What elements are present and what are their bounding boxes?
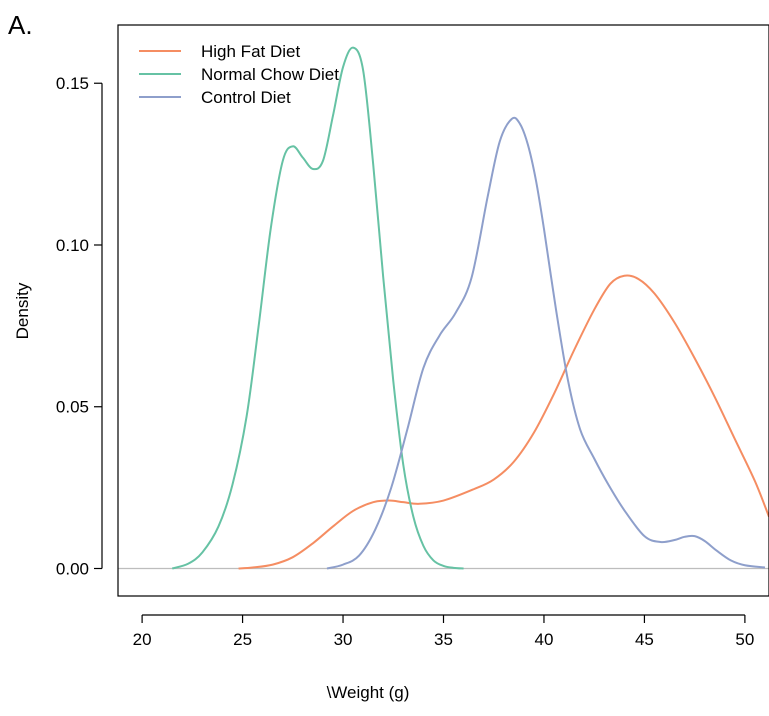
- series-layer: [171, 46, 769, 570]
- x-tick-label: 20: [133, 630, 152, 649]
- x-tick-label: 30: [334, 630, 353, 649]
- x-axis-title: \Weight (g): [327, 683, 410, 702]
- x-tick-label: 45: [635, 630, 654, 649]
- legend-label-2: Control Diet: [201, 88, 291, 107]
- series-line-1: [171, 46, 464, 570]
- x-tick-label: 25: [233, 630, 252, 649]
- x-tick-label: 50: [735, 630, 754, 649]
- series-line-0: [238, 274, 769, 570]
- y-tick-label: 0.00: [56, 560, 89, 579]
- x-tick-label: 40: [535, 630, 554, 649]
- panel-label: A.: [8, 10, 33, 40]
- x-tick-label: 35: [434, 630, 453, 649]
- legend-label-1: Normal Chow Diet: [201, 65, 339, 84]
- legend: High Fat Diet Normal Chow Diet Control Die…: [139, 42, 339, 107]
- y-axis-title: Density: [13, 282, 32, 339]
- y-tick-label: 0.10: [56, 236, 89, 255]
- series-line-2: [326, 116, 766, 570]
- y-tick-label: 0.15: [56, 74, 89, 93]
- y-tick-label: 0.05: [56, 398, 89, 417]
- x-axis: 20 25 30 35 40 45 50: [133, 614, 754, 649]
- legend-label-0: High Fat Diet: [201, 42, 300, 61]
- y-axis: 0.00 0.05 0.10 0.15: [56, 74, 103, 579]
- plot-frame: [117, 24, 769, 597]
